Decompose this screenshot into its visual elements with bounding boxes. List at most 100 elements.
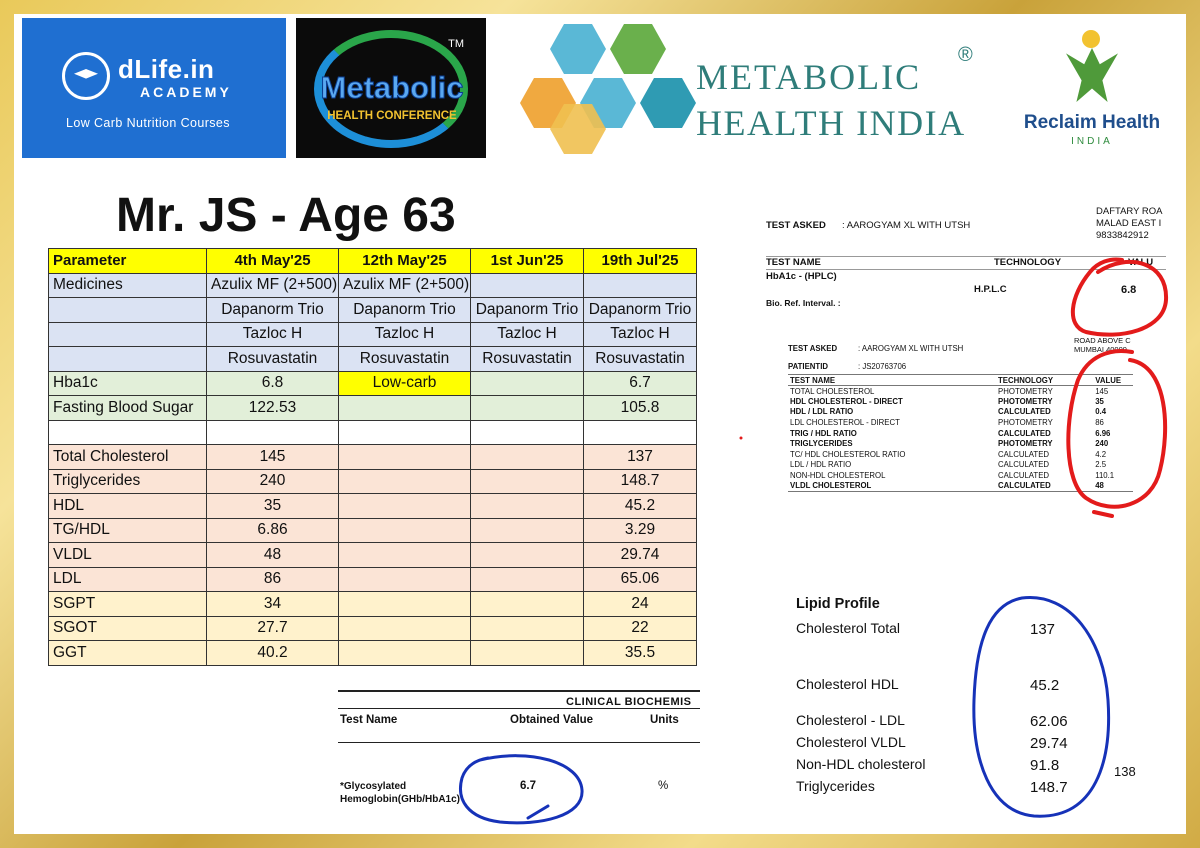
medicine-row: Tazloc H Tazloc H Tazloc H Tazloc H [48, 321, 697, 347]
glycemic-row: Hba1c 6.8 Low-carb 6.7 [48, 370, 697, 396]
hba1c-test-name: HbA1c - (HPLC) [766, 271, 837, 282]
table-cell: VLDL CHOLESTEROL [788, 480, 997, 492]
table-cell: Low-carb [338, 370, 471, 396]
table-cell: 6.86 [206, 517, 339, 543]
table-row: TRIGLYCERIDES PHOTOMETRY 240 [788, 438, 1133, 449]
table-cell [470, 542, 584, 568]
table-cell [338, 395, 471, 421]
ghb-units: % [658, 780, 669, 792]
lipid-row: Total Cholesterol 145 137 [48, 444, 697, 470]
spacer-row [48, 419, 697, 445]
table-cell: CALCULATED [998, 460, 1050, 470]
column-header: 12th May'25 [338, 248, 471, 274]
table-cell [48, 346, 207, 372]
table-cell: 29.74 [583, 542, 697, 568]
lipid-label: Non-HDL cholesterol [796, 756, 926, 772]
test-asked-label: TEST ASKED [766, 220, 826, 231]
patient-id-value: : JS20763706 [858, 362, 907, 371]
mhi-line2: HEALTH INDIA [696, 103, 966, 143]
table-cell: CALCULATED [998, 428, 1051, 438]
lipid-value: 62.06 [1030, 713, 1068, 730]
table-cell: 145 [1095, 386, 1109, 396]
table-cell: 0.4 [1095, 407, 1107, 417]
hba1c-report-may: DAFTARY ROA MALAD EAST I 9833842912 TEST A… [766, 206, 1176, 316]
table-cell: 35 [1095, 396, 1104, 406]
table-cell: 145 [206, 444, 339, 470]
table-cell: CALCULATED [998, 407, 1051, 417]
lipid-label: Cholesterol - LDL [796, 712, 905, 728]
table-cell: Medicines [48, 272, 207, 298]
bio-ref-interval: Bio. Ref. Interval. : [766, 298, 841, 308]
table-cell: 35 [206, 493, 339, 519]
mhc-line2: HEALTH CONFERENCE [327, 110, 457, 122]
page-number: 138 [1114, 764, 1136, 779]
table-cell: TRIG / HDL RATIO [790, 428, 857, 438]
table-cell [470, 615, 584, 641]
body-hex-icon [550, 24, 606, 74]
section-title: CLINICAL BIOCHEMIS [566, 696, 692, 708]
lipid-label: Cholesterol VLDL [796, 734, 906, 750]
table-cell: 48 [206, 542, 339, 568]
page-title: Mr. JS - Age 63 [116, 189, 456, 242]
table-cell: 24 [583, 591, 697, 617]
lipid-value: 91.8 [1030, 757, 1060, 774]
table-cell: Rosuvastatin [583, 346, 697, 372]
table-cell: Azulix MF (2+500) [338, 272, 471, 298]
lipid-row: TG/HDL 6.86 3.29 [48, 517, 697, 543]
table-cell [338, 615, 471, 641]
table-cell [470, 640, 584, 666]
person-figure-icon [1056, 26, 1128, 106]
medicine-row: Rosuvastatin Rosuvastatin Rosuvastatin Rosu… [48, 346, 697, 372]
reclaim-line1: Reclaim Health [1023, 112, 1161, 133]
graduation-cap-icon [62, 52, 110, 100]
bp-hex-icon [610, 24, 666, 74]
registered-mark: ® [958, 44, 973, 66]
table-cell: 240 [1095, 439, 1109, 449]
table-cell: Dapanorm Trio [206, 297, 339, 323]
col-value: VALUE [1093, 374, 1133, 386]
table-cell: Dapanorm Trio [338, 297, 471, 323]
report-header: TEST NAME TECHNOLOGY VALU [766, 257, 1154, 268]
table-cell: 6.8 [206, 370, 339, 396]
mhc-tm: TM [448, 38, 464, 50]
table-cell [48, 321, 207, 347]
table-cell: LDL CHOLESTEROL - DIRECT [790, 418, 900, 428]
lipid-label: Cholesterol Total [796, 620, 901, 636]
table-cell [470, 591, 584, 617]
table-cell: PHOTOMETRY [998, 418, 1053, 428]
lipid-label: Triglycerides [796, 778, 875, 794]
table-row: LDL CHOLESTEROL - DIRECT PHOTOMETRY 86 [788, 417, 1133, 428]
col-test-name: TEST NAME [788, 374, 997, 386]
metabolic-health-conference-logo: TM Metabolic HEALTH CONFERENCE [296, 18, 486, 158]
table-cell: 27.7 [206, 615, 339, 641]
table-cell: 34 [206, 591, 339, 617]
table-cell: 65.06 [583, 566, 697, 592]
hba1c-technology: H.P.L.C [974, 284, 1007, 295]
table-cell: HDL [48, 493, 207, 519]
table-cell: 3.29 [583, 517, 697, 543]
column-header: 4th May'25 [206, 248, 339, 274]
table-cell: 110.1 [1095, 471, 1115, 481]
column-header: Parameter [48, 248, 207, 274]
lipid-value: 137 [1030, 621, 1056, 638]
table-cell: TRIGLYCERIDES [790, 439, 853, 449]
table-row: VLDL CHOLESTEROL CALCULATED 48 [788, 480, 1133, 492]
mhc-line1: Metabolic [320, 70, 464, 106]
table-cell [470, 395, 584, 421]
dlife-tagline: Low Carb Nutrition Courses [66, 116, 230, 130]
reclaim-health-india-logo: Reclaim Health INDIA [1008, 26, 1176, 156]
table-cell: HDL / LDL RATIO [790, 407, 854, 417]
lipid-report-may: ROAD ABOVE C MUMBAI 40009 TEST ASKED : AA… [788, 336, 1138, 496]
patient-id-label: PATIENTID [788, 362, 828, 371]
lipid-profile-july: Lipid Profile Cholesterol Total 137 Choles… [796, 594, 1176, 804]
table-row: NON-HDL CHOLESTEROL CALCULATED 110.1 [788, 470, 1133, 481]
table-cell [338, 517, 471, 543]
table-cell: 105.8 [583, 395, 697, 421]
table-cell: Tazloc H [338, 321, 471, 347]
table-row: HDL / LDL RATIO CALCULATED 0.4 [788, 407, 1133, 418]
lipid-label: Cholesterol HDL [796, 676, 899, 692]
table-cell: 6.96 [1095, 428, 1111, 438]
table-cell: LDL [48, 566, 207, 592]
table-cell: 86 [206, 566, 339, 592]
table-cell [470, 370, 584, 396]
